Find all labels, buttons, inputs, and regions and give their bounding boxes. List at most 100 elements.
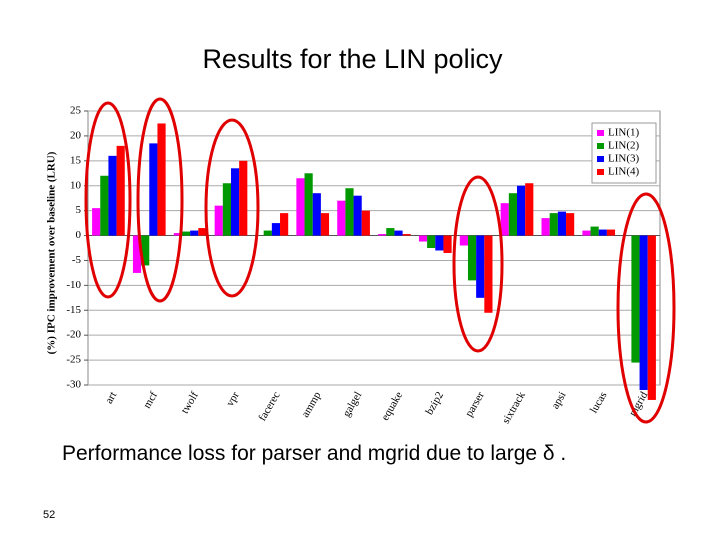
bar (239, 160, 248, 236)
bar (296, 178, 305, 236)
bar (467, 235, 477, 281)
bar (345, 188, 354, 236)
y-axis-label: (%) IPC improvement over baseline (LRU) (46, 151, 58, 354)
y-tick-label: 10 (70, 179, 82, 191)
x-tick-label: vpr (224, 389, 242, 408)
bar (647, 235, 656, 400)
x-tick-label: lucas (588, 390, 610, 416)
legend-swatch (597, 169, 604, 175)
annotations (84, 97, 676, 424)
bar (378, 234, 387, 236)
bar (190, 230, 199, 236)
bar (132, 235, 142, 273)
highlight-ellipse (204, 118, 260, 298)
y-tick-label: 0 (76, 229, 82, 241)
plot: -30 -25 -20 -15 -10 -5 0 5 10 15 20 25 (%) IPC impro… (46, 105, 661, 426)
bar (181, 231, 191, 236)
bar (631, 235, 640, 363)
bar (541, 218, 550, 236)
legend-swatch (597, 130, 604, 136)
page-number: 52 (43, 509, 56, 521)
bar (557, 211, 567, 236)
bar (157, 123, 166, 236)
legend-label: LIN(1) (608, 127, 639, 139)
highlight-ellipse (616, 192, 676, 424)
x-tick-label: art (103, 390, 119, 406)
bar (443, 235, 452, 253)
x-tick-label: twolf (179, 389, 201, 415)
bar (304, 173, 313, 236)
bar (639, 235, 648, 390)
x-tick-label: bzip2 (423, 390, 446, 417)
caption: Performance loss for parser and mgrid du… (62, 442, 567, 465)
x-tick-label: facerec (256, 390, 282, 424)
y-tick-label: -20 (66, 329, 81, 341)
y-tick-label: -15 (66, 304, 81, 316)
bar (517, 185, 526, 236)
x-tick-label: mcf (141, 389, 160, 410)
bar (484, 235, 493, 313)
highlight-ellipse (452, 175, 504, 353)
bar (320, 213, 330, 236)
bar (198, 228, 207, 236)
bar (427, 235, 436, 248)
x-tick-label: sixtrack (500, 389, 528, 426)
y-tick-label: -30 (66, 379, 81, 391)
bar (402, 234, 411, 236)
highlight-ellipse (84, 101, 132, 299)
bar (173, 233, 182, 236)
bar (459, 235, 468, 246)
legend-swatch (597, 143, 604, 149)
bar (525, 183, 534, 236)
bar (271, 223, 281, 236)
legend-label: LIN(3) (608, 153, 639, 165)
y-tick-label: 25 (70, 105, 82, 117)
bar (312, 193, 321, 236)
bar (500, 203, 509, 236)
y-tick-label: 20 (70, 129, 82, 141)
y-tick-label: 5 (76, 204, 82, 216)
highlight-ellipse (136, 97, 184, 303)
bar (418, 235, 428, 242)
bar (337, 200, 346, 236)
x-tick-label: parser (463, 389, 487, 419)
bar (606, 229, 616, 236)
bar (590, 226, 599, 236)
bar (598, 229, 607, 236)
x-tick-label: galgel (341, 390, 365, 419)
x-tick-label: apsi (549, 390, 568, 411)
plot-area (87, 110, 661, 386)
bar (566, 213, 575, 236)
bar (361, 210, 370, 236)
y-tick-label: -25 (66, 354, 81, 366)
bar (108, 155, 117, 236)
bar (476, 235, 485, 298)
legend-swatch (597, 156, 604, 162)
bar (231, 168, 240, 236)
x-tick-label: equake (379, 390, 405, 423)
bar (508, 193, 517, 236)
y-tick-label: 15 (70, 154, 82, 166)
bar (149, 143, 158, 236)
legend-label: LIN(4) (608, 166, 639, 178)
y-tick-label: -5 (72, 254, 82, 266)
bar (92, 208, 101, 236)
bar (141, 235, 150, 266)
bar (222, 183, 231, 236)
bar (394, 230, 403, 236)
bar (353, 195, 362, 236)
slide-title: Results for the LIN policy (202, 44, 503, 74)
x-tick-label: ammp (299, 389, 323, 419)
bar (549, 213, 558, 236)
y-tick-label: -10 (66, 279, 81, 291)
bar (214, 205, 223, 236)
bar (116, 145, 125, 236)
legend-label: LIN(2) (608, 140, 639, 152)
bar (280, 213, 289, 236)
bar (435, 235, 444, 251)
bar (386, 228, 395, 236)
bar (582, 230, 591, 236)
bar (100, 175, 109, 236)
